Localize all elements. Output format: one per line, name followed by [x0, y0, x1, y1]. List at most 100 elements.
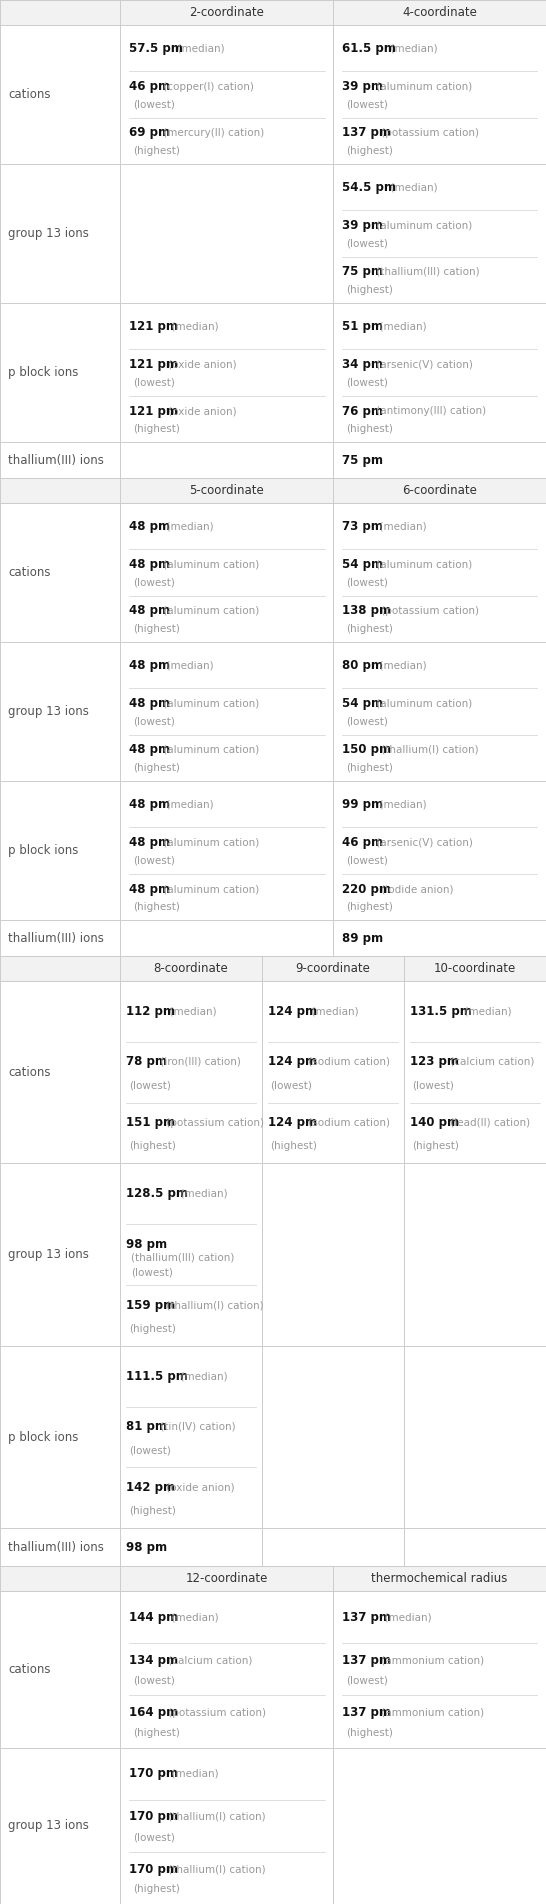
Text: (potassium cation): (potassium cation)	[378, 605, 479, 617]
Text: thallium(III) ions: thallium(III) ions	[8, 931, 104, 944]
Text: cations: cations	[8, 565, 51, 579]
Text: 159 pm: 159 pm	[126, 1299, 175, 1312]
Text: 48 pm: 48 pm	[129, 882, 170, 895]
Text: 131.5 pm: 131.5 pm	[410, 1005, 472, 1019]
Text: 142 pm: 142 pm	[126, 1481, 175, 1495]
Text: (median): (median)	[384, 183, 438, 192]
Text: 73 pm: 73 pm	[342, 520, 382, 533]
Text: (median): (median)	[165, 322, 219, 331]
Text: p block ions: p block ions	[8, 843, 79, 857]
Text: (thallium(I) cation): (thallium(I) cation)	[163, 1300, 263, 1310]
Text: 4-coordinate: 4-coordinate	[402, 6, 477, 19]
Text: (thallium(I) cation): (thallium(I) cation)	[378, 744, 479, 756]
Text: thermochemical radius: thermochemical radius	[371, 1573, 508, 1584]
Text: (aluminum cation): (aluminum cation)	[159, 605, 259, 617]
Text: group 13 ions: group 13 ions	[8, 227, 90, 240]
Text: (lowest): (lowest)	[346, 99, 388, 110]
Text: 76 pm: 76 pm	[342, 404, 383, 417]
Text: p block ions: p block ions	[8, 1430, 79, 1443]
Text: 81 pm: 81 pm	[126, 1420, 167, 1434]
Text: group 13 ions: group 13 ions	[8, 1818, 90, 1832]
Text: 48 pm: 48 pm	[129, 836, 170, 849]
Text: 140 pm: 140 pm	[410, 1116, 459, 1129]
Text: cations: cations	[8, 1662, 51, 1676]
Text: 124 pm: 124 pm	[268, 1055, 317, 1068]
Text: p block ions: p block ions	[8, 366, 79, 379]
Text: (median): (median)	[174, 1188, 228, 1200]
Text: 128.5 pm: 128.5 pm	[126, 1188, 188, 1200]
Text: (oxide anion): (oxide anion)	[165, 406, 237, 415]
Text: (ammonium cation): (ammonium cation)	[378, 1655, 484, 1666]
Text: 80 pm: 80 pm	[342, 659, 383, 672]
Text: (median): (median)	[384, 44, 438, 53]
Text: 98 pm: 98 pm	[126, 1540, 167, 1554]
Text: (median): (median)	[163, 1007, 216, 1017]
Text: (thallium(III) cation): (thallium(III) cation)	[132, 1253, 235, 1262]
Text: (lowest): (lowest)	[346, 1676, 388, 1685]
Text: 137 pm: 137 pm	[342, 126, 390, 139]
Text: (median): (median)	[372, 322, 426, 331]
Text: (median): (median)	[372, 661, 426, 670]
Text: (lowest): (lowest)	[346, 855, 388, 866]
Text: 46 pm: 46 pm	[129, 80, 170, 93]
Text: (median): (median)	[378, 1613, 432, 1622]
Text: 121 pm: 121 pm	[129, 320, 177, 333]
Text: (lowest): (lowest)	[133, 1832, 175, 1843]
Text: 57.5 pm: 57.5 pm	[129, 42, 182, 55]
Text: (highest): (highest)	[413, 1140, 459, 1152]
Text: (aluminum cation): (aluminum cation)	[372, 221, 472, 230]
Text: 138 pm: 138 pm	[342, 604, 391, 617]
Text: (iron(III) cation): (iron(III) cation)	[157, 1057, 241, 1066]
Text: (lowest): (lowest)	[413, 1081, 454, 1091]
Text: (calcium cation): (calcium cation)	[165, 1655, 253, 1666]
Text: (sodium cation): (sodium cation)	[305, 1057, 389, 1066]
Text: (highest): (highest)	[133, 764, 180, 773]
Text: 170 pm: 170 pm	[129, 1811, 177, 1824]
Text: (lowest): (lowest)	[133, 577, 175, 588]
Text: 39 pm: 39 pm	[342, 80, 383, 93]
Text: (aluminum cation): (aluminum cation)	[159, 883, 259, 895]
Text: 111.5 pm: 111.5 pm	[126, 1369, 188, 1382]
Text: (oxide anion): (oxide anion)	[163, 1483, 234, 1493]
Text: (iodide anion): (iodide anion)	[378, 883, 454, 895]
Text: 39 pm: 39 pm	[342, 219, 383, 232]
Text: (lowest): (lowest)	[346, 238, 388, 249]
Text: (median): (median)	[159, 522, 213, 531]
Text: 121 pm: 121 pm	[129, 404, 177, 417]
Text: 6-coordinate: 6-coordinate	[402, 484, 477, 497]
Text: 112 pm: 112 pm	[126, 1005, 175, 1019]
Text: 69 pm: 69 pm	[129, 126, 170, 139]
Text: 54 pm: 54 pm	[342, 697, 383, 710]
Text: (lowest): (lowest)	[133, 1676, 175, 1685]
Text: 151 pm: 151 pm	[126, 1116, 175, 1129]
Text: (lowest): (lowest)	[133, 377, 175, 388]
Bar	[0, 0, 546, 25]
Text: thallium(III) ions: thallium(III) ions	[8, 1540, 104, 1554]
Text: 51 pm: 51 pm	[342, 320, 383, 333]
Text: thallium(III) ions: thallium(III) ions	[8, 453, 104, 466]
Text: group 13 ions: group 13 ions	[8, 1249, 90, 1260]
Text: 170 pm: 170 pm	[129, 1767, 177, 1780]
Text: (median): (median)	[372, 800, 426, 809]
Text: (highest): (highest)	[133, 1729, 180, 1738]
Text: (highest): (highest)	[133, 147, 180, 156]
Text: 121 pm: 121 pm	[129, 358, 177, 371]
Text: (ammonium cation): (ammonium cation)	[378, 1708, 484, 1717]
Text: (highest): (highest)	[129, 1140, 175, 1152]
Text: (potassium cation): (potassium cation)	[165, 1708, 266, 1717]
Text: (median): (median)	[174, 1371, 228, 1380]
Text: (highest): (highest)	[346, 147, 393, 156]
Text: 220 pm: 220 pm	[342, 882, 390, 895]
Text: (arsenic(V) cation): (arsenic(V) cation)	[372, 838, 472, 847]
Text: 134 pm: 134 pm	[129, 1655, 178, 1666]
Text: (thallium(III) cation): (thallium(III) cation)	[372, 267, 479, 276]
Text: 46 pm: 46 pm	[342, 836, 383, 849]
Text: 61.5 pm: 61.5 pm	[342, 42, 395, 55]
Text: 2-coordinate: 2-coordinate	[189, 6, 264, 19]
Text: 48 pm: 48 pm	[129, 697, 170, 710]
Text: (lowest): (lowest)	[346, 577, 388, 588]
Text: (aluminum cation): (aluminum cation)	[159, 560, 259, 569]
Text: 9-coordinate: 9-coordinate	[295, 962, 371, 975]
Text: (lowest): (lowest)	[133, 716, 175, 727]
Text: (median): (median)	[159, 661, 213, 670]
